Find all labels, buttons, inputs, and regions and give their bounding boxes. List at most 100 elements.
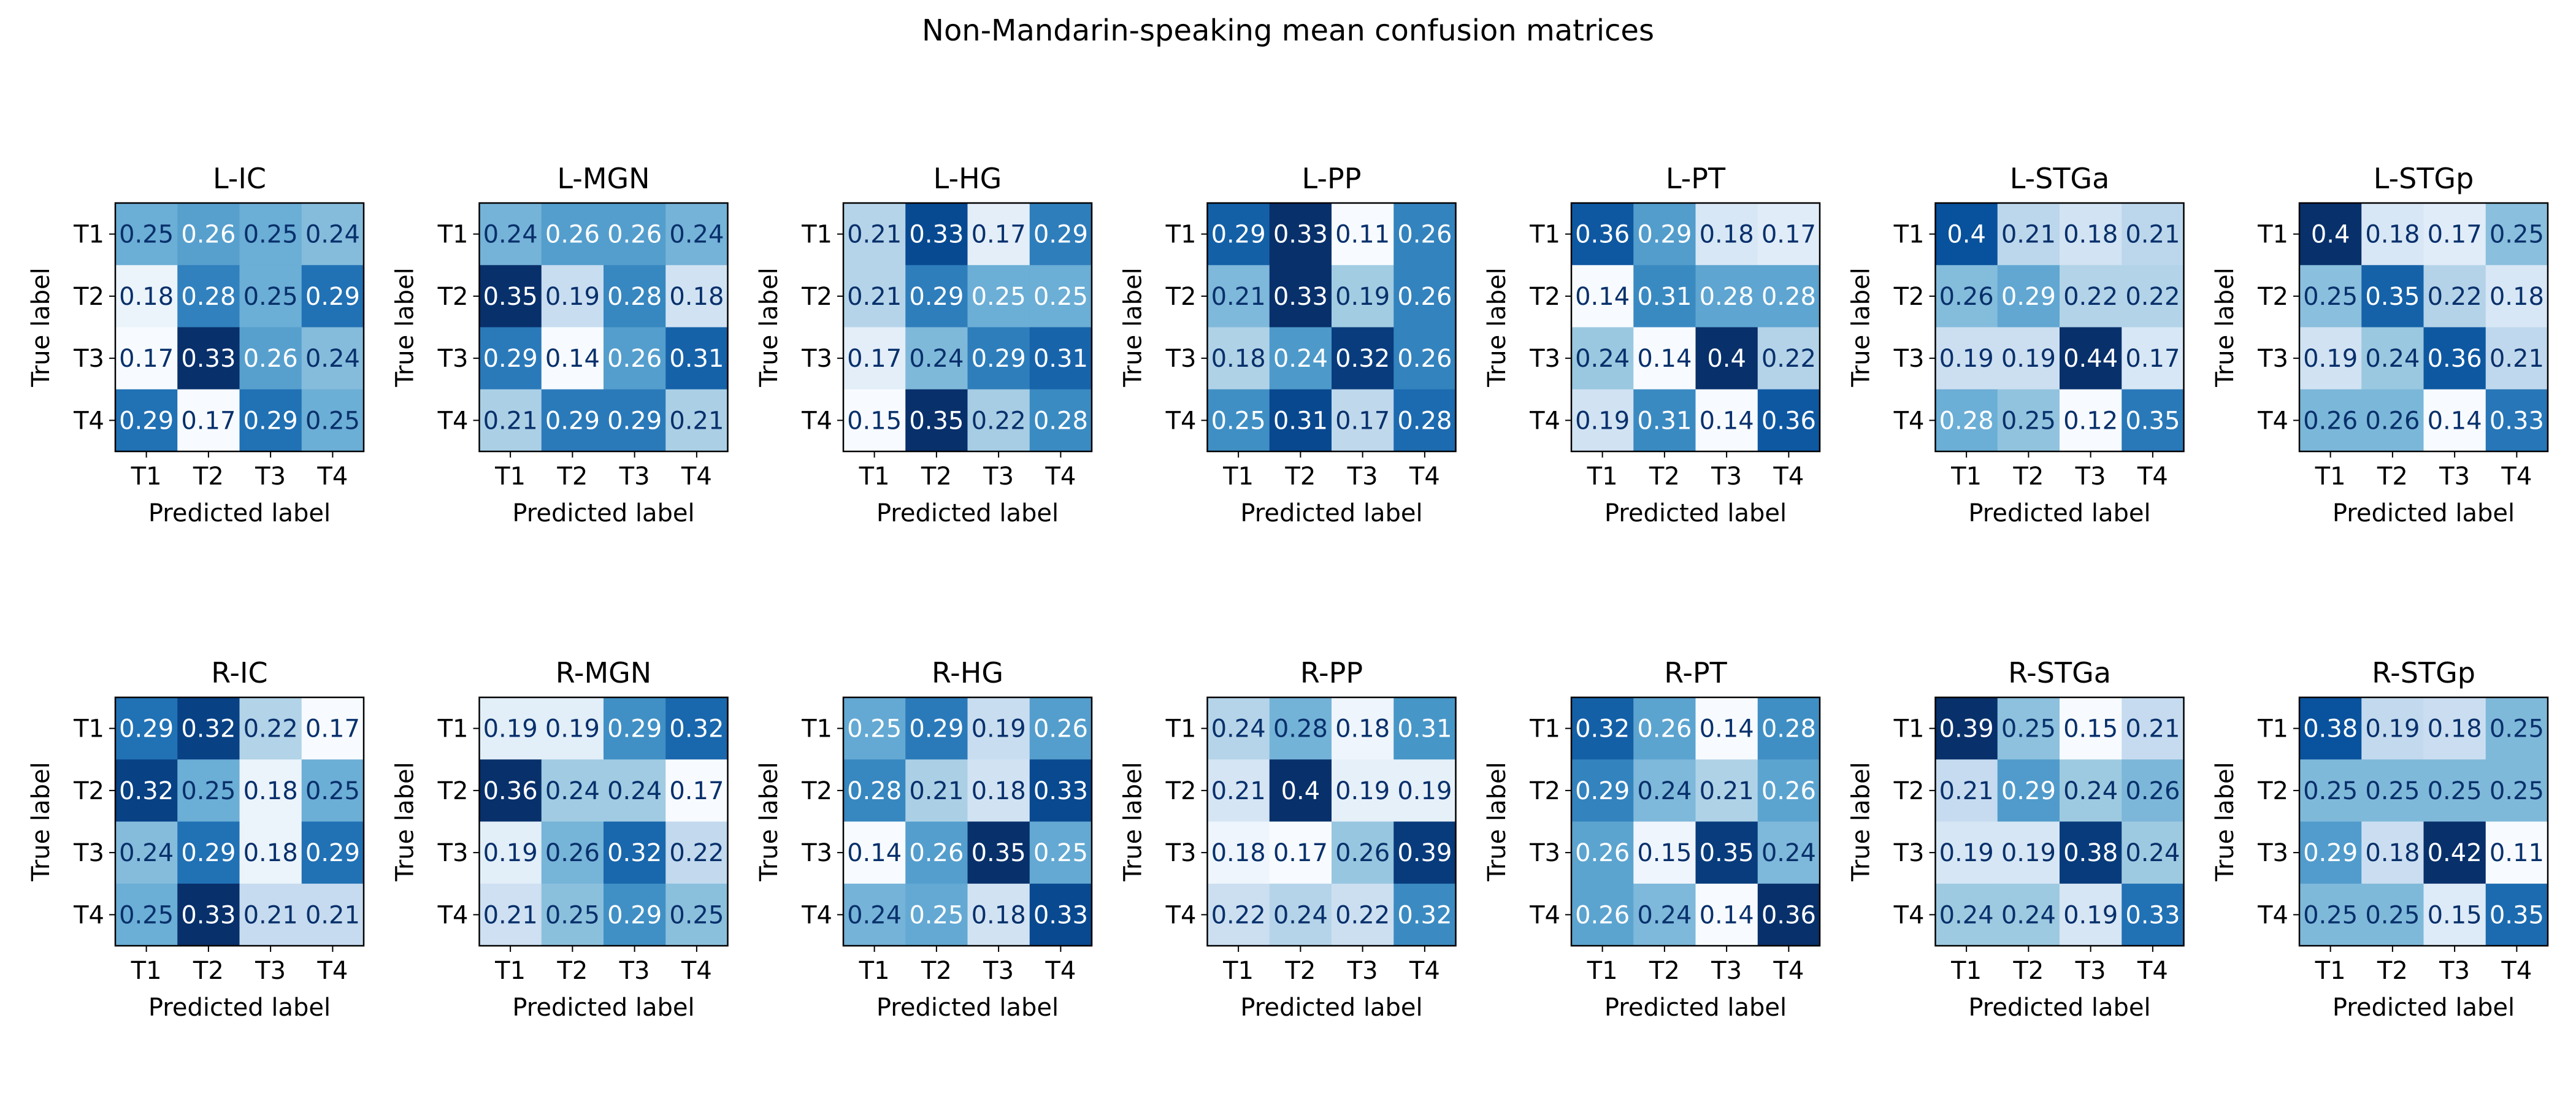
heatmap-cell	[604, 327, 666, 390]
cell-value-label: 0.21	[847, 283, 902, 311]
cell-value-label: 0.15	[2428, 901, 2482, 929]
heatmap-cell	[2122, 389, 2185, 452]
y-tick-label: T2	[1529, 283, 1560, 311]
heatmap-cell	[541, 759, 604, 822]
heatmap-cell	[239, 389, 302, 452]
cell-value-label: 0.25	[119, 901, 174, 929]
cell-value-label: 0.4	[1707, 345, 1746, 373]
heatmap-cell	[1997, 697, 2060, 760]
heatmap-cell	[2299, 265, 2362, 328]
heatmap-cell	[665, 697, 729, 760]
heatmap-cell	[1757, 759, 1820, 822]
cell-value-label: 0.24	[119, 839, 174, 867]
x-tick-label: T3	[1711, 957, 1742, 985]
heatmap-cell	[541, 697, 604, 760]
cell-value-label: 0.26	[545, 839, 600, 867]
cell-value-label: 0.26	[1637, 715, 1692, 743]
cell-value-label: 0.29	[305, 283, 360, 311]
panel-frame	[114, 696, 365, 947]
cell-value-label: 0.19	[545, 283, 600, 311]
x-tick-label: T3	[1347, 957, 1378, 985]
heatmap-cell	[2122, 203, 2185, 266]
cell-value-label: 0.39	[1939, 715, 1994, 743]
heatmap-cell	[1029, 821, 1092, 884]
heatmap-cell	[1997, 389, 2060, 452]
heatmap-cell	[479, 203, 542, 266]
heatmap-cell	[843, 327, 906, 390]
heatmap-cell	[2485, 265, 2548, 328]
cell-value-label: 0.26	[2303, 407, 2358, 435]
figure-title: Non-Mandarin-speaking mean confusion mat…	[922, 13, 1654, 48]
heatmap-cell	[1633, 759, 1696, 822]
cell-value-label: 0.24	[847, 901, 902, 929]
heatmap-cell	[2423, 697, 2486, 760]
heatmap-cell	[2361, 265, 2425, 328]
heatmap-cell	[2060, 389, 2122, 452]
heatmap-cell	[1393, 389, 1457, 452]
heatmap-cell	[604, 697, 666, 760]
cell-value-label: 0.18	[2365, 221, 2420, 249]
cell-value-label: 0.39	[1397, 839, 1452, 867]
heatmap-cell	[665, 821, 729, 884]
heatmap-panel: R-PT0.32 0.26 0.14 0.280.29 0.24 0.21 0.260.26…	[1483, 656, 1821, 1022]
heatmap-cell	[239, 697, 302, 760]
cell-value-label: 0.19	[972, 715, 1026, 743]
cell-value-label: 0.21	[847, 221, 902, 249]
cell-value-label: 0.4	[2311, 221, 2350, 249]
heatmap-cell	[177, 821, 240, 884]
heatmap-cell	[115, 697, 178, 760]
heatmap-cell	[905, 759, 968, 822]
cell-value-label: 0.4	[1281, 777, 1321, 805]
heatmap-cell	[115, 389, 178, 452]
cell-value-label: 0.21	[243, 901, 298, 929]
cell-value-label: 0.18	[2490, 283, 2544, 311]
heatmap-cell	[905, 203, 968, 266]
heatmap-cell	[905, 697, 968, 760]
heatmap-cell	[1571, 883, 1634, 946]
cell-value-label: 0.26	[1397, 221, 1452, 249]
cell-value-label: 0.29	[1575, 777, 1630, 805]
heatmap-cell	[2122, 697, 2185, 760]
cell-value-label: 0.31	[1637, 407, 1692, 435]
heatmap-cell	[1633, 327, 1696, 390]
cell-value-label: 0.28	[1939, 407, 1994, 435]
heatmap-cell	[1332, 821, 1394, 884]
heatmap-cell	[1695, 821, 1758, 884]
cell-value-label: 0.29	[305, 839, 360, 867]
panel-title: R-IC	[211, 656, 267, 689]
cell-value-label: 0.21	[2125, 715, 2180, 743]
cell-value-label: 0.19	[545, 715, 600, 743]
heatmap-cell	[1332, 759, 1394, 822]
cell-value-label: 0.15	[847, 407, 902, 435]
heatmap-cell	[665, 265, 729, 328]
heatmap-cell	[239, 821, 302, 884]
heatmap-cell	[541, 883, 604, 946]
cell-value-label: 0.25	[2303, 283, 2358, 311]
cell-value-label: 0.24	[1273, 345, 1328, 373]
cell-value-label: 0.26	[909, 839, 964, 867]
cell-value-label: 0.21	[909, 777, 964, 805]
heatmap-cell	[1997, 759, 2060, 822]
cell-value-label: 0.24	[669, 221, 724, 249]
heatmap-cell	[301, 821, 364, 884]
heatmap-cell	[604, 759, 666, 822]
y-axis-label: True label	[1119, 762, 1148, 881]
cell-value-label: 0.26	[1575, 839, 1630, 867]
cell-value-label: 0.21	[2001, 221, 2056, 249]
heatmap-cell	[1757, 821, 1820, 884]
heatmap-cell	[1571, 697, 1634, 760]
cell-value-label: 0.21	[669, 407, 724, 435]
heatmap-cell	[177, 265, 240, 328]
y-tick-label: T1	[801, 715, 832, 743]
heatmap-cell	[2060, 327, 2122, 390]
heatmap-cell	[2122, 327, 2185, 390]
x-tick-label: T1	[494, 957, 526, 985]
cell-value-label: 0.25	[305, 407, 360, 435]
heatmap-cell	[604, 389, 666, 452]
heatmap-cell	[1695, 759, 1758, 822]
cell-value-label: 0.29	[1637, 221, 1692, 249]
cell-value-label: 0.29	[2001, 777, 2056, 805]
cell-value-label: 0.29	[2303, 839, 2358, 867]
